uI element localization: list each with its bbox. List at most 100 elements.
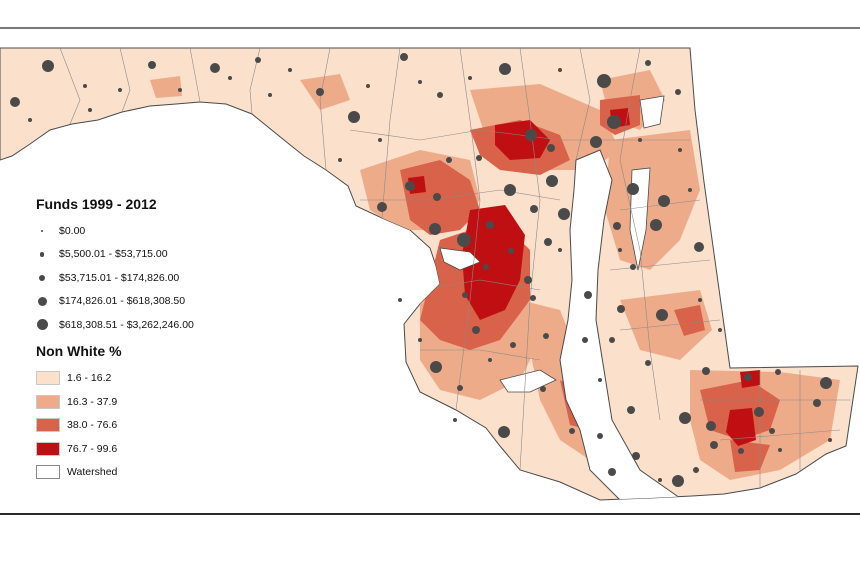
funds-dot: [457, 385, 463, 391]
funds-dot: [499, 63, 511, 75]
nonwhite-legend-list: 1.6 - 16.2 16.3 - 37.9 38.0 - 76.6 76.7 - 9…: [36, 367, 256, 485]
nonwhite-legend-title: Non White %: [36, 342, 122, 359]
funds-legend-title: Funds 1999 - 2012: [36, 196, 157, 212]
funds-dot: [288, 68, 292, 72]
funds-dot: [688, 188, 692, 192]
funds-dot: [540, 386, 546, 392]
funds-dot: [28, 118, 32, 122]
funds-dot: [476, 155, 482, 161]
funds-dot: [769, 428, 775, 434]
funds-dot: [706, 421, 716, 431]
funds-dot: [316, 88, 324, 96]
nonwhite-legend-item: 1.6 - 16.2: [36, 367, 256, 391]
funds-dot: [698, 298, 702, 302]
funds-dot: [486, 221, 494, 229]
funds-dot: [546, 175, 558, 187]
funds-dot: [820, 377, 832, 389]
funds-dot: [608, 468, 616, 476]
funds-legend-list: $0.00 $5,500.01 - $53,715.00 $53,715.01 - …: [36, 219, 256, 337]
funds-dot: [418, 338, 422, 342]
funds-dot: [658, 478, 662, 482]
funds-dot: [338, 158, 342, 162]
funds-dot: [618, 248, 622, 252]
funds-dot: [468, 76, 472, 80]
funds-dot: [430, 361, 442, 373]
funds-dot: [472, 326, 480, 334]
funds-dot: [405, 181, 415, 191]
funds-dot: [378, 138, 382, 142]
funds-dot-swatch: [36, 319, 48, 331]
funds-dot: [656, 309, 668, 321]
river-inlet: [439, 247, 481, 271]
funds-dot: [672, 475, 684, 487]
funds-dot: [400, 53, 408, 61]
funds-dot: [398, 298, 402, 302]
funds-dot: [597, 74, 611, 88]
funds-dot-swatch: [36, 296, 48, 306]
nonwhite-swatch: [36, 394, 60, 409]
funds-dot: [638, 138, 642, 142]
nonwhite-swatch: [36, 418, 60, 433]
funds-dot: [775, 369, 781, 375]
funds-legend-label: $53,715.01 - $174,826.00: [59, 271, 180, 284]
nonwhite-swatch: [36, 441, 60, 456]
funds-dot: [597, 433, 603, 439]
funds-legend-item: $174,826.01 - $618,308.50: [36, 290, 256, 314]
funds-dot-swatch: [36, 252, 48, 257]
funds-dot: [418, 80, 422, 84]
funds-dot: [710, 441, 718, 449]
funds-legend-label: $618,308.51 - $3,262,246.00: [59, 318, 194, 331]
funds-legend-item: $53,715.01 - $174,826.00: [36, 266, 256, 290]
funds-dot: [582, 337, 588, 343]
funds-legend-label: $174,826.01 - $618,308.50: [59, 295, 186, 308]
funds-dot: [429, 223, 441, 235]
funds-dot: [547, 144, 555, 152]
nonwhite-legend-label: Watershed: [67, 466, 118, 479]
funds-dot: [658, 195, 670, 207]
funds-dot: [609, 337, 615, 343]
funds-dot: [613, 222, 621, 230]
funds-dot: [42, 60, 54, 72]
bottom-rule: [0, 513, 860, 515]
funds-dot: [744, 373, 752, 381]
funds-dot-swatch: [36, 229, 48, 232]
funds-dot: [148, 61, 156, 69]
funds-dot: [632, 452, 640, 460]
nonwhite-legend-item: 16.3 - 37.9: [36, 390, 256, 414]
funds-dot: [544, 238, 552, 246]
funds-dot: [446, 157, 452, 163]
funds-dot: [650, 219, 662, 231]
funds-dot: [504, 184, 516, 196]
watershed-outlines: [59, 48, 850, 490]
funds-dot: [543, 333, 549, 339]
funds-dot: [83, 84, 87, 88]
funds-dot: [558, 208, 570, 220]
funds-dots: [10, 53, 832, 487]
funds-legend-label: $0.00: [59, 224, 86, 237]
nonwhite-legend-label: 76.7 - 99.6: [67, 442, 118, 455]
funds-dot: [483, 264, 489, 270]
funds-dot: [510, 342, 516, 348]
funds-dot: [694, 242, 704, 252]
funds-dot: [498, 426, 510, 438]
funds-dot: [525, 129, 537, 141]
top-rule: [0, 27, 860, 29]
nonwhite-legend-item: 38.0 - 76.6: [36, 414, 256, 438]
funds-dot: [462, 292, 468, 298]
funds-legend-item: $618,308.51 - $3,262,246.00: [36, 313, 256, 337]
funds-dot: [88, 108, 92, 112]
funds-dot: [530, 205, 538, 213]
funds-dot: [598, 378, 602, 382]
nonwhite-legend-label: 38.0 - 76.6: [67, 419, 118, 432]
nonwhite-legend-label: 1.6 - 16.2: [67, 372, 112, 385]
funds-dot: [453, 418, 457, 422]
nonwhite-legend-label: 16.3 - 37.9: [67, 395, 118, 408]
funds-dot: [630, 264, 636, 270]
funds-dot: [178, 88, 182, 92]
map-legend: Funds 1999 - 2012 $0.00 $5,500.01 - $53,7…: [36, 196, 256, 484]
funds-dot: [210, 63, 220, 73]
funds-dot: [718, 328, 722, 332]
funds-dot: [584, 291, 592, 299]
funds-dot: [228, 76, 232, 80]
funds-dot: [457, 233, 471, 247]
